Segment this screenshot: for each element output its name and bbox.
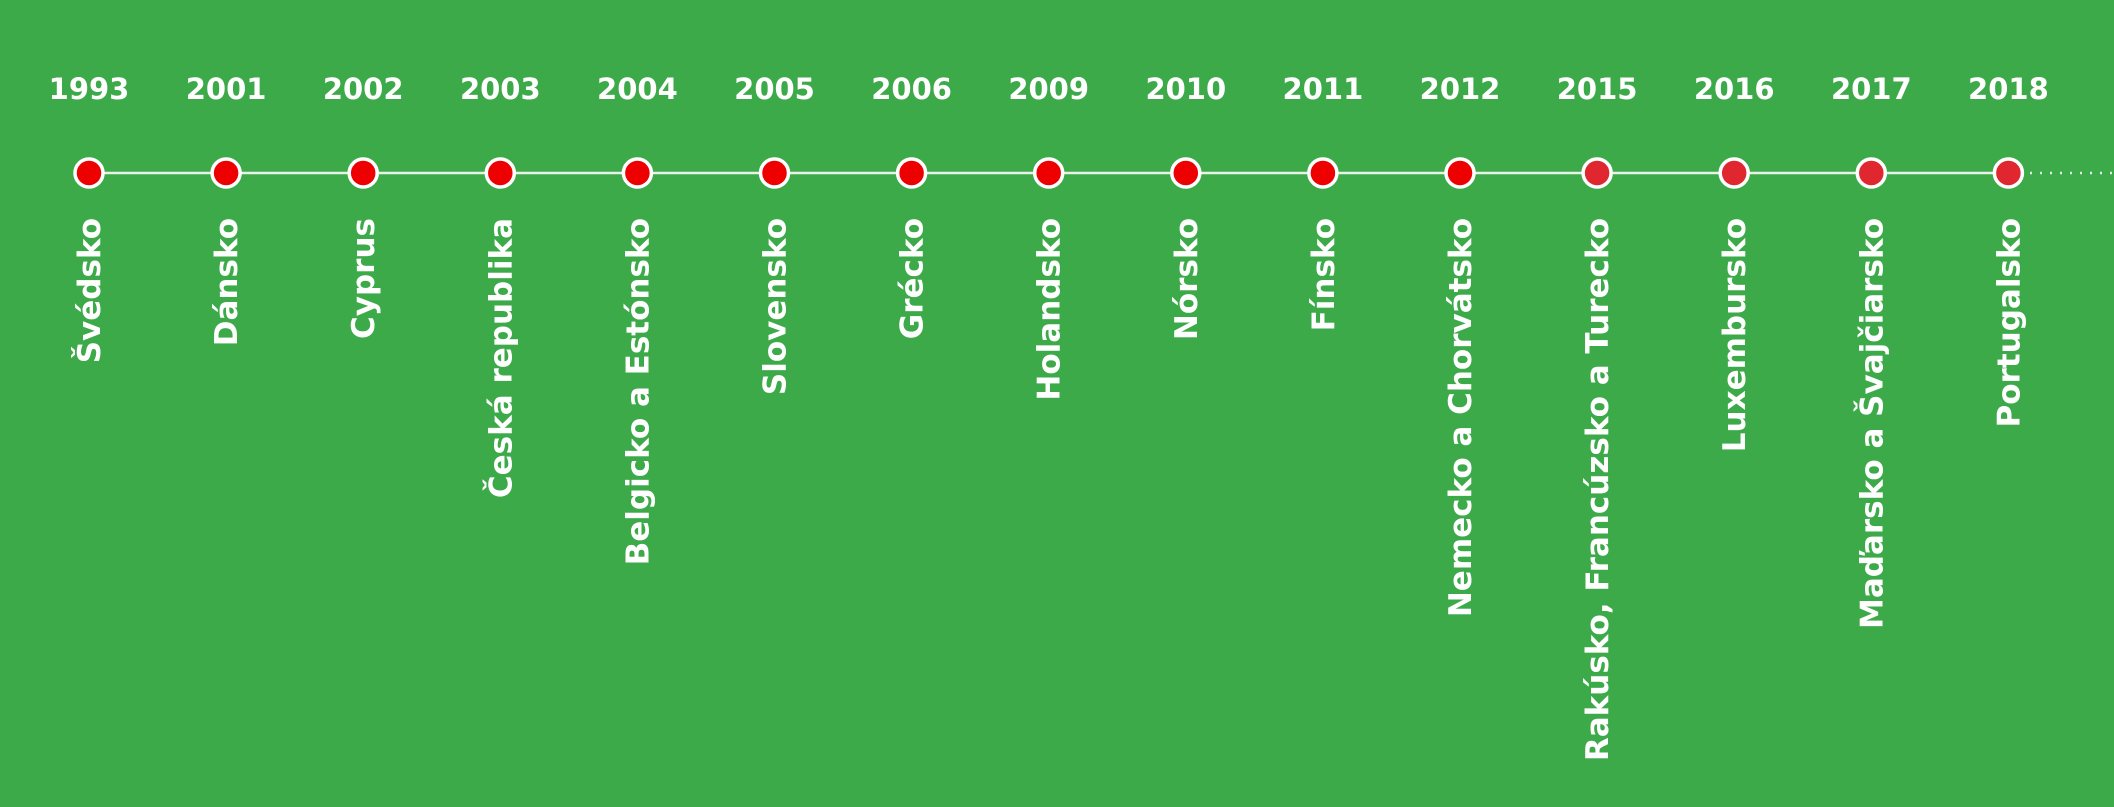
timeline-dot	[1170, 157, 1202, 189]
timeline-dot	[210, 157, 242, 189]
timeline-dot	[1307, 157, 1339, 189]
year-label: 2003	[460, 72, 541, 106]
timeline-dot	[1718, 157, 1750, 189]
year-label: 2017	[1831, 72, 1912, 106]
country-label: Fínsko	[1306, 218, 1342, 331]
year-label: 2001	[186, 72, 267, 106]
timeline-dot	[1992, 157, 2025, 189]
year-label: 2005	[734, 72, 815, 106]
year-label: 2012	[1420, 72, 1501, 106]
country-label: Rakúsko, Francúzsko a Turecko	[1580, 218, 1616, 761]
country-label: Grécko	[895, 218, 931, 339]
country-label: Belgicko a Estónsko	[620, 218, 656, 565]
country-label: Portugalsko	[1991, 218, 2027, 427]
country-label: Švédsko	[71, 218, 108, 363]
country-label: Maďarsko a Švajčiarsko	[1853, 218, 1890, 629]
timeline-dot	[1581, 157, 1613, 189]
year-label: 2018	[1968, 72, 2049, 106]
country-label: Cyprus	[346, 218, 382, 339]
country-label: Luxembursko	[1717, 218, 1753, 452]
year-label: 2009	[1008, 72, 1089, 106]
timeline-dot	[347, 157, 379, 189]
year-label: 2002	[323, 72, 404, 106]
year-label: 2010	[1145, 72, 1226, 106]
year-label: 1993	[49, 72, 130, 106]
year-label: 2004	[597, 72, 678, 106]
year-label: 2011	[1283, 72, 1364, 106]
timeline-dot	[1032, 157, 1065, 189]
timeline-dot	[758, 157, 791, 189]
country-label: Dánsko	[209, 218, 245, 346]
timeline-dot	[484, 157, 517, 189]
year-label: 2006	[871, 72, 952, 106]
timeline-dot	[1855, 157, 1888, 189]
timeline-dot	[1444, 157, 1476, 189]
country-label: Slovensko	[758, 218, 794, 395]
country-label: Česká republika	[482, 218, 519, 498]
country-label: Nórsko	[1169, 218, 1205, 340]
timeline-dot	[895, 157, 928, 189]
country-label: Holandsko	[1032, 218, 1068, 401]
year-label: 2016	[1694, 72, 1775, 106]
country-label: Nemecko a Chorvátsko	[1443, 218, 1479, 617]
timeline-dot	[73, 157, 105, 189]
timeline-dot	[621, 157, 654, 189]
year-label: 2015	[1557, 72, 1638, 106]
